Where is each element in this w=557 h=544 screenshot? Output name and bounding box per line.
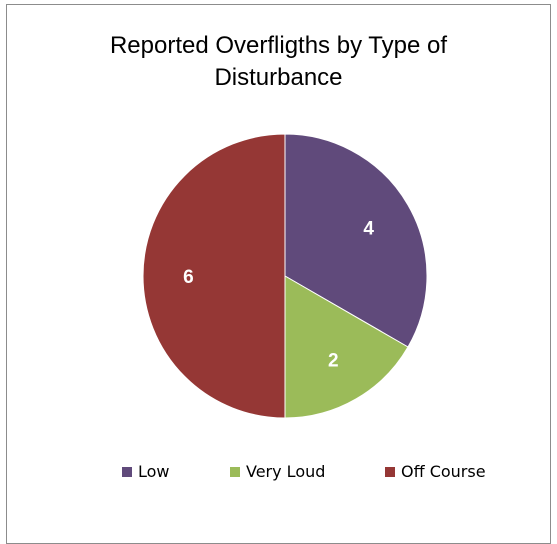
legend-swatch-very-loud — [230, 466, 240, 477]
chart-legend: Low Very Loud Off Course — [0, 462, 557, 486]
pie-slice-very-loud — [284, 275, 409, 419]
legend-swatch-off-course — [385, 466, 395, 477]
legend-swatch-low — [122, 466, 132, 477]
pie-slice-low — [284, 133, 428, 348]
pie-slice-off-course — [142, 133, 286, 419]
legend-label-very-loud: Very Loud — [246, 462, 326, 481]
legend-item-low: Low — [122, 462, 170, 481]
data-label-very-loud: 2 — [328, 351, 339, 372]
data-label-off-course: 6 — [183, 267, 194, 288]
data-label-low: 4 — [363, 219, 374, 240]
legend-label-off-course: Off Course — [401, 462, 486, 481]
legend-label-low: Low — [138, 462, 170, 481]
chart-title-line-2: Disturbance — [214, 64, 343, 91]
legend-item-very-loud: Very Loud — [230, 462, 325, 481]
chart-title: Reported Overfligths by Type of Disturba… — [0, 30, 557, 94]
chart-title-line-1: Reported Overfligths by Type of — [109, 32, 448, 59]
legend-item-off-course: Off Course — [385, 462, 486, 481]
